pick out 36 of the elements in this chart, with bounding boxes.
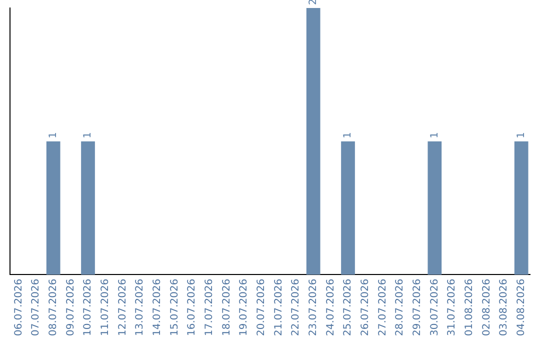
- x-tick-label: 10.07.2026: [82, 278, 94, 336]
- x-tick-label: 26.07.2026: [360, 278, 371, 336]
- x-tick-label: 16.07.2026: [186, 278, 198, 336]
- x-tick-label: 30.07.2026: [429, 278, 440, 336]
- x-tick-label: 20.07.2026: [256, 278, 267, 336]
- x-tick-label: 13.07.2026: [134, 278, 146, 336]
- x-tick-label: 25.07.2026: [342, 278, 354, 336]
- x-tick-label: 12.07.2026: [117, 278, 128, 336]
- x-tick-label: 22.07.2026: [290, 278, 302, 336]
- x-tick-label: 06.07.2026: [13, 278, 24, 336]
- x-tick-label: 27.07.2026: [377, 278, 388, 336]
- x-tick-label: 17.07.2026: [204, 278, 215, 336]
- x-tick-label: 21.07.2026: [273, 278, 284, 336]
- x-tick-label: 24.07.2026: [325, 278, 336, 336]
- x-tick-label: 07.07.2026: [30, 278, 42, 336]
- x-tick-label: 29.07.2026: [412, 278, 423, 336]
- x-tick-label: 11.07.2026: [100, 278, 111, 336]
- data-label: 1: [342, 132, 354, 138]
- x-tick-label: 15.07.2026: [169, 278, 180, 336]
- x-tick-label: 04.08.2026: [516, 278, 527, 336]
- data-label: 1: [82, 132, 94, 138]
- data-label: 2: [308, 0, 319, 5]
- x-tick-label: 09.07.2026: [65, 278, 76, 336]
- x-tick-label: 08.07.2026: [48, 278, 59, 336]
- x-tick-label: 28.07.2026: [394, 278, 406, 336]
- x-tick-label: 23.07.2026: [308, 278, 319, 336]
- x-tick-label: 31.07.2026: [446, 278, 458, 336]
- x-tick-label: 14.07.2026: [152, 278, 163, 336]
- x-tick-label: 03.08.2026: [498, 278, 510, 336]
- data-label: 1: [48, 132, 59, 138]
- x-tick-label: 02.08.2026: [481, 278, 492, 336]
- x-tick-label: 18.07.2026: [221, 278, 232, 336]
- x-tick-label: 01.08.2026: [464, 278, 475, 336]
- x-tick-label: 19.07.2026: [238, 278, 250, 336]
- data-label: 1: [429, 132, 440, 138]
- data-label: 1: [516, 132, 527, 138]
